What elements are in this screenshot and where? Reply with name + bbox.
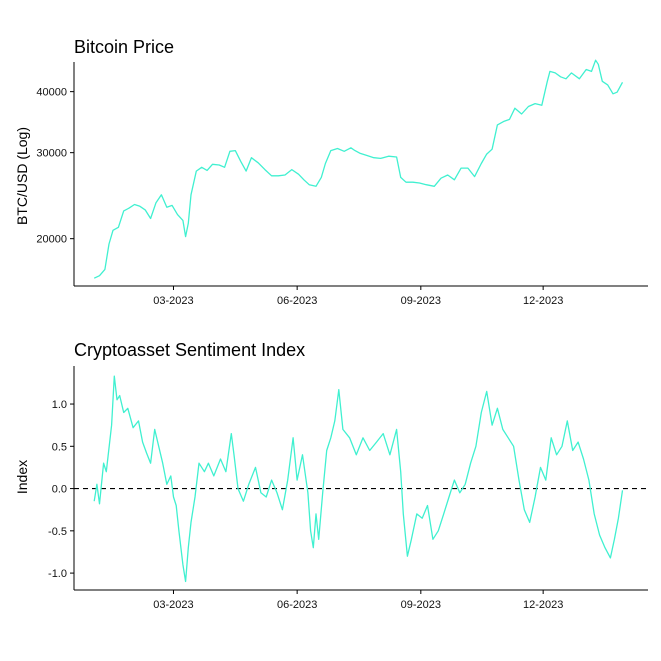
y-tick-label: 30000	[36, 148, 67, 160]
x-tick-label: 06-2023	[277, 295, 317, 307]
y-tick-label: 0.5	[52, 441, 67, 453]
y-tick-label: -0.5	[48, 526, 67, 538]
y-tick-label: 0.0	[52, 484, 67, 496]
price-series-line	[93, 59, 624, 279]
x-tick-label: 03-2023	[153, 599, 193, 611]
y-tick-label: 40000	[36, 87, 67, 99]
sentiment-series-line	[93, 375, 624, 583]
x-tick-label: 09-2023	[401, 295, 441, 307]
sentiment-index-panel: Cryptoasset Sentiment Index Index -1.0 -0…	[14, 340, 648, 611]
y-tick-label: 20000	[36, 234, 67, 246]
x-tick-label: 09-2023	[401, 599, 441, 611]
y-axis-label: Index	[14, 460, 30, 494]
x-tick-label: 06-2023	[277, 599, 317, 611]
x-tick-label: 12-2023	[523, 295, 563, 307]
bitcoin-price-panel: Bitcoin Price BTC/USD (Log) 20000 30000 40…	[14, 37, 648, 307]
x-tick-label: 12-2023	[523, 599, 563, 611]
y-tick-label: -1.0	[48, 568, 67, 580]
y-axis-label: BTC/USD (Log)	[14, 127, 30, 225]
chart-title: Cryptoasset Sentiment Index	[74, 340, 305, 360]
x-tick-label: 03-2023	[153, 295, 193, 307]
chart-title: Bitcoin Price	[74, 37, 174, 57]
y-tick-label: 1.0	[52, 399, 67, 411]
